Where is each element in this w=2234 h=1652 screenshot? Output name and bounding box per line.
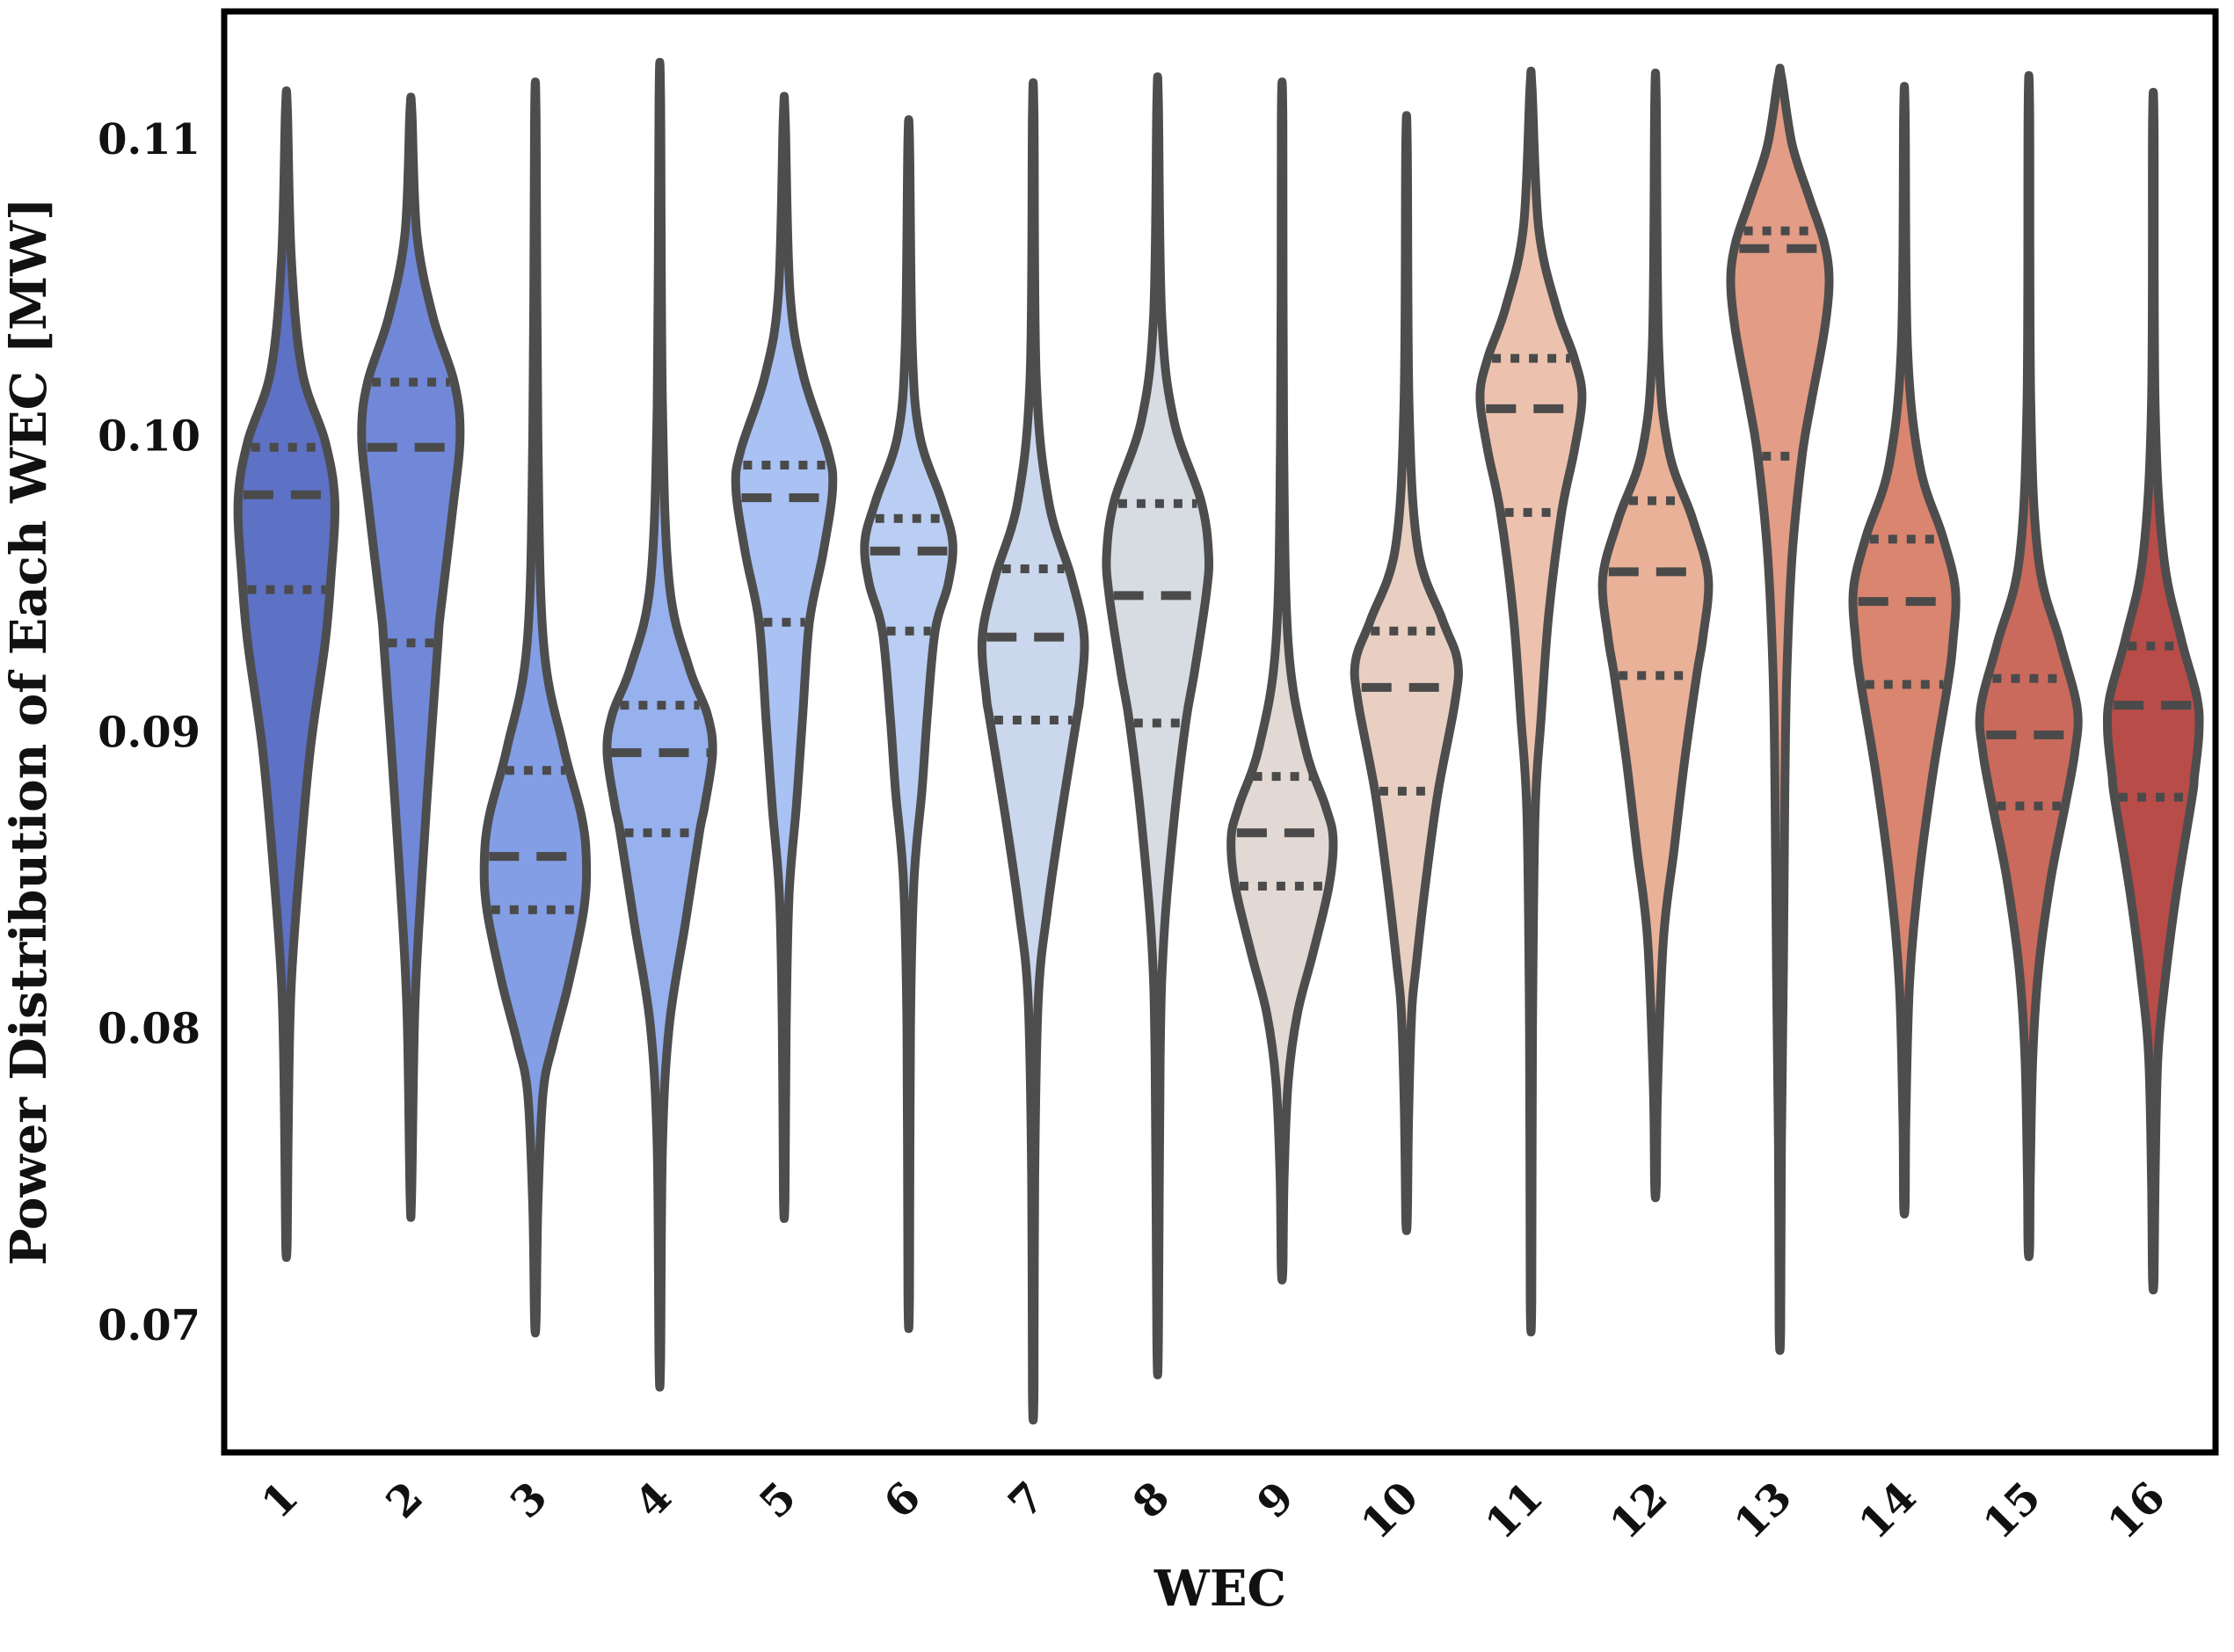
violin-6 — [860, 115, 957, 1333]
violin-body-6 — [860, 115, 957, 1333]
x-tick-label-12: 12 — [1601, 1473, 1677, 1549]
violin-11 — [1475, 66, 1587, 1336]
violin-body-15 — [1975, 71, 2083, 1262]
y-axis-title: Power Distribution of Each WEC [MW] — [0, 197, 58, 1265]
violin-4 — [602, 58, 717, 1392]
violin-body-3 — [479, 77, 592, 1338]
x-tick-label-4: 4 — [626, 1473, 681, 1528]
y-tick-label-0.07: 0.07 — [98, 1301, 200, 1350]
violin-body-2 — [357, 92, 465, 1222]
violin-9 — [1226, 77, 1338, 1284]
violin-10 — [1350, 111, 1463, 1235]
violin-body-16 — [2102, 88, 2204, 1295]
violin-body-11 — [1475, 66, 1587, 1336]
violin-12 — [1597, 69, 1714, 1203]
y-axis-tick-labels: 0.11 0.10 0.09 0.08 0.07 — [98, 115, 200, 1350]
x-tick-label-11: 11 — [1476, 1473, 1553, 1549]
x-axis-title: WEC — [1153, 1560, 1286, 1618]
violin-3 — [479, 77, 592, 1338]
violin-2 — [357, 92, 465, 1222]
violin-body-5 — [731, 91, 838, 1223]
plot-border — [221, 8, 2219, 1456]
x-tick-label-14: 14 — [1850, 1473, 1926, 1549]
violin-13 — [1726, 63, 1834, 1355]
violin-8 — [1102, 72, 1214, 1379]
x-tick-label-15: 15 — [1974, 1473, 2050, 1549]
x-tick-label-3: 3 — [501, 1473, 557, 1528]
violins-layer — [233, 58, 2204, 1425]
violin-15 — [1975, 71, 2083, 1262]
violin-body-10 — [1350, 111, 1463, 1235]
y-tick-label-0.10: 0.10 — [98, 411, 200, 461]
violin-5 — [731, 91, 838, 1223]
violin-14 — [1848, 82, 1961, 1219]
x-tick-label-8: 8 — [1124, 1473, 1179, 1528]
y-tick-label-0.11: 0.11 — [98, 115, 200, 164]
violin-16 — [2102, 88, 2204, 1295]
x-tick-label-13: 13 — [1725, 1473, 1801, 1549]
x-tick-label-16: 16 — [2099, 1473, 2175, 1549]
x-tick-label-5: 5 — [750, 1473, 805, 1528]
x-tick-label-10: 10 — [1351, 1473, 1428, 1549]
x-tick-label-6: 6 — [875, 1473, 930, 1528]
violin-body-9 — [1226, 77, 1338, 1284]
x-axis-tick-labels: 1 2 3 4 5 6 7 8 9 10 11 12 13 14 15 16 — [252, 1473, 2175, 1549]
y-tick-label-0.09: 0.09 — [98, 709, 200, 758]
violin-body-13 — [1726, 63, 1834, 1355]
violin-body-1 — [233, 86, 339, 1263]
x-tick-label-9: 9 — [1248, 1473, 1304, 1528]
violin-body-12 — [1597, 69, 1714, 1203]
y-tick-label-0.08: 0.08 — [98, 1005, 200, 1054]
violin-body-7 — [977, 77, 1089, 1425]
violin-body-14 — [1848, 82, 1961, 1219]
violin-7 — [977, 77, 1089, 1425]
x-tick-label-7: 7 — [999, 1473, 1054, 1528]
violin-body-4 — [602, 58, 717, 1392]
x-tick-label-2: 2 — [377, 1473, 433, 1528]
x-tick-label-1: 1 — [252, 1473, 308, 1528]
violin-1 — [233, 86, 339, 1263]
